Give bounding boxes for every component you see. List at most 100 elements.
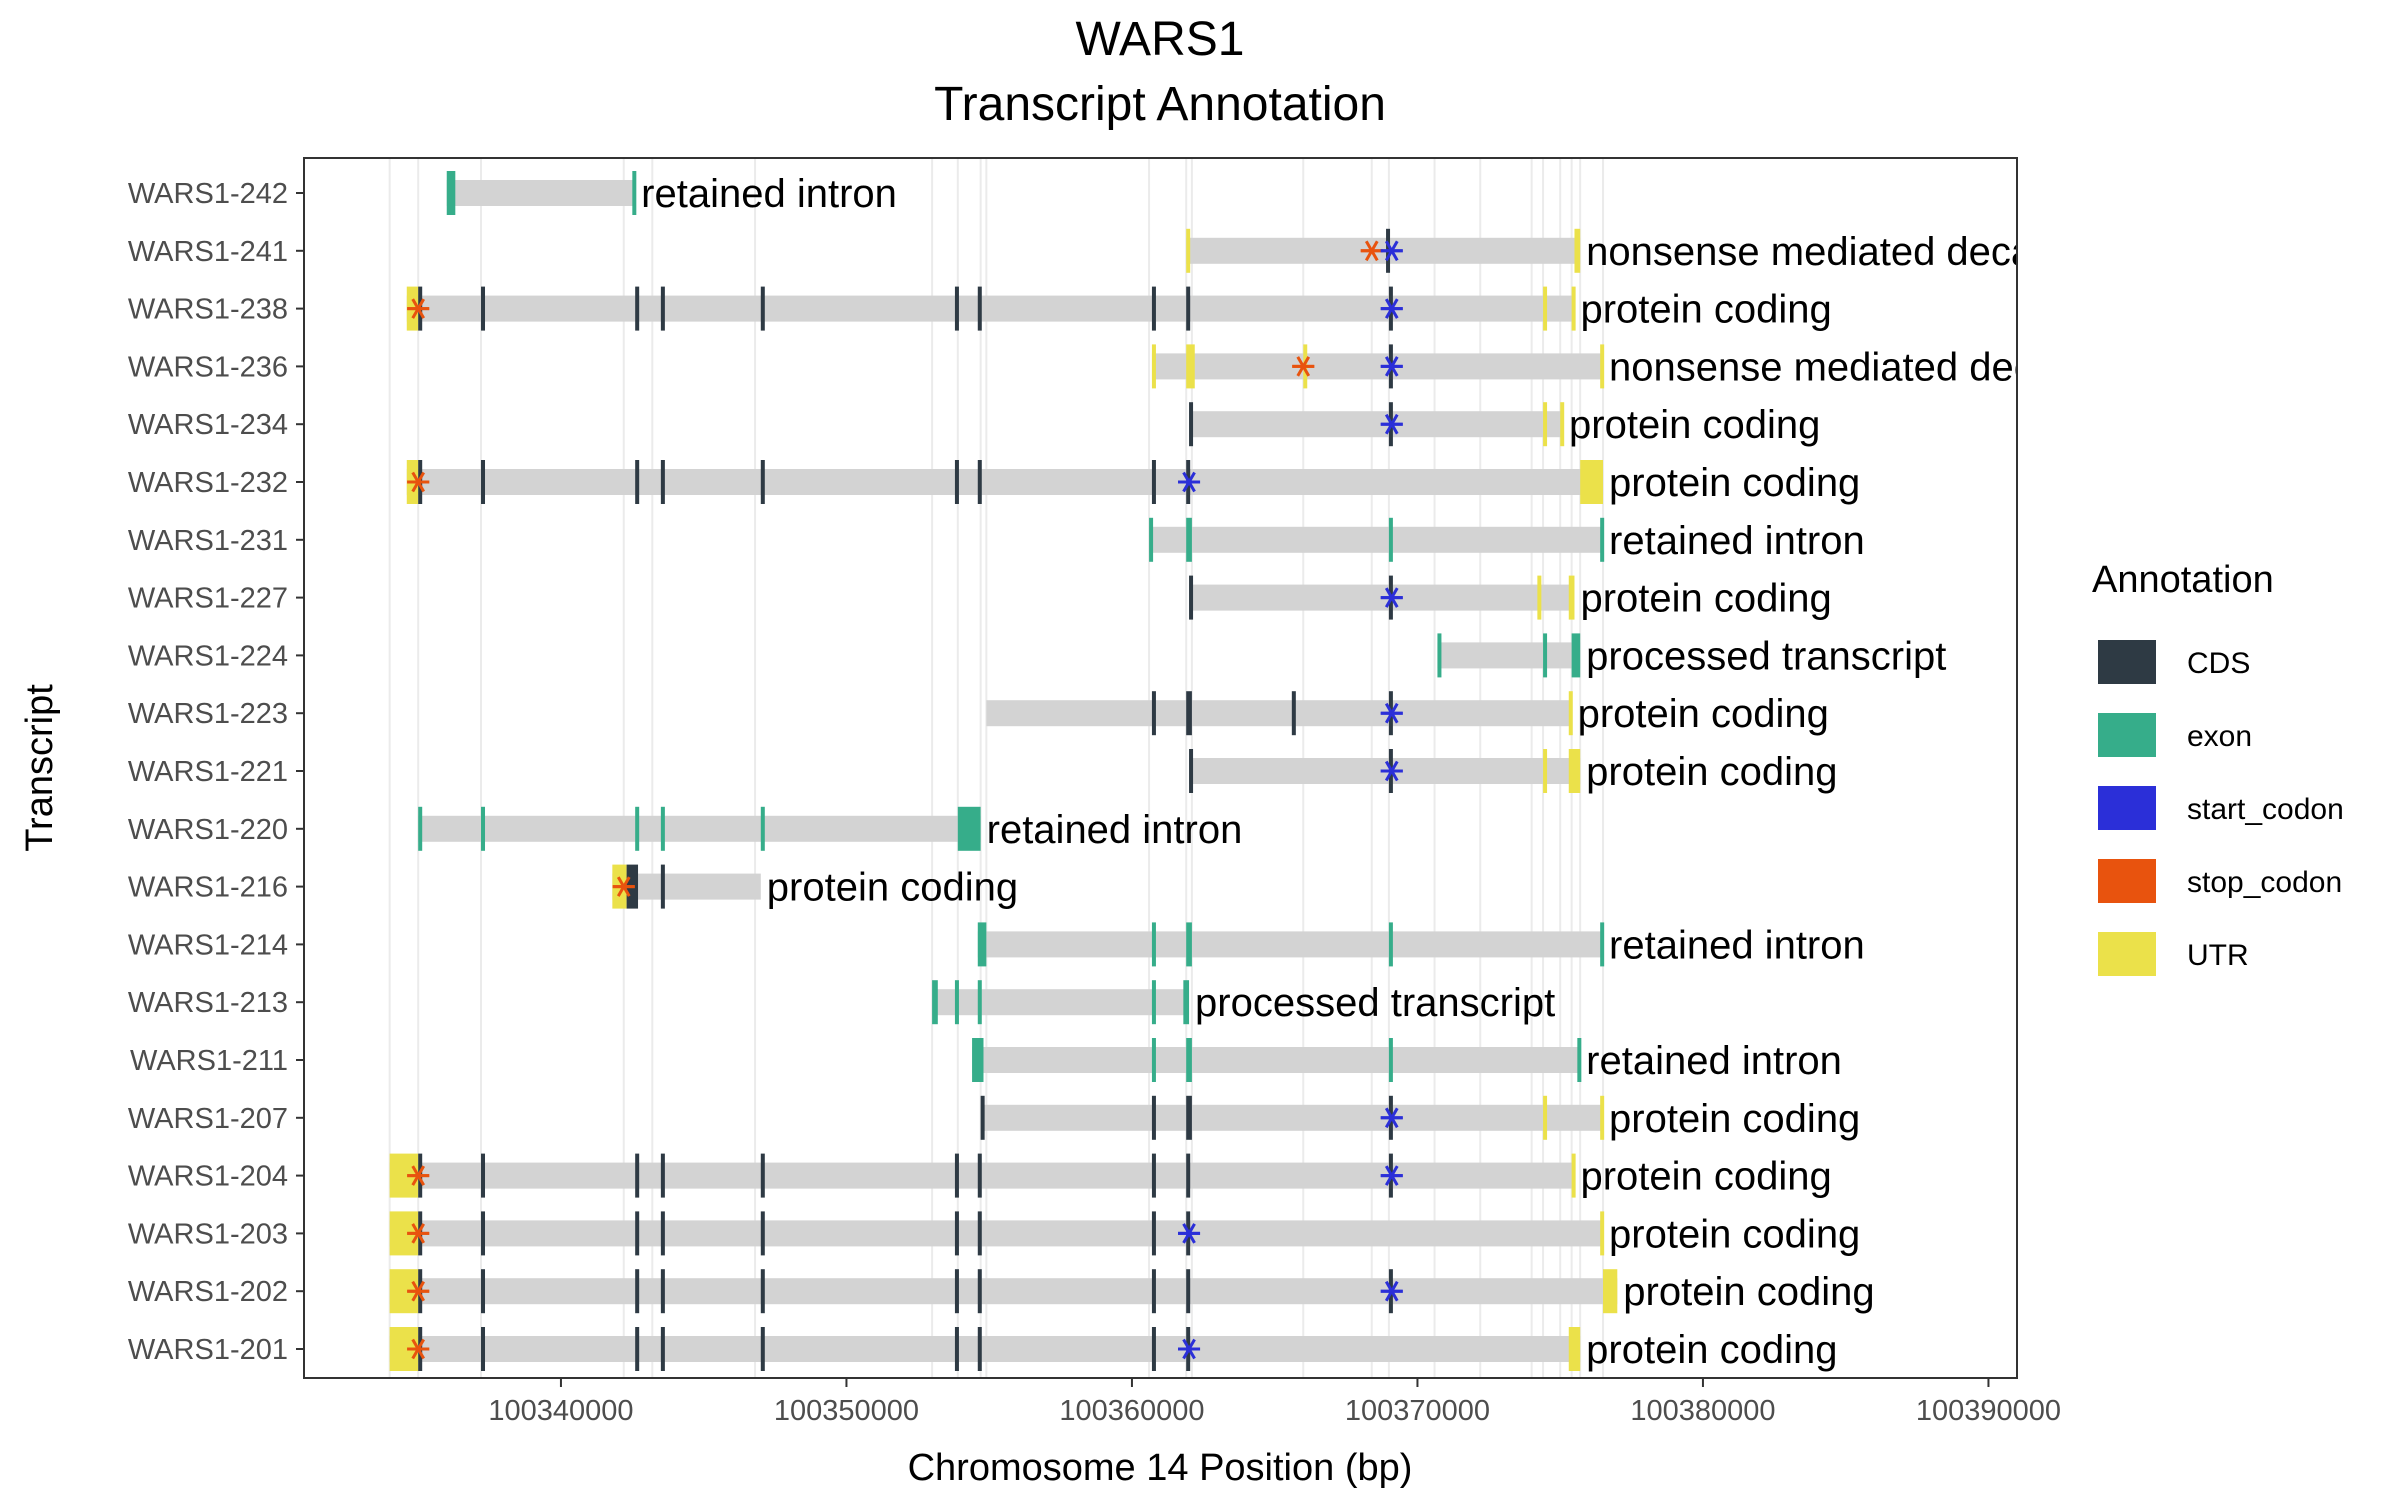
biotype-label: protein coding xyxy=(1578,692,1829,736)
cds-block xyxy=(954,1269,959,1314)
cds-block xyxy=(760,1153,765,1198)
biotype-label: processed transcript xyxy=(1195,981,1555,1025)
y-tick-label: WARS1-221 xyxy=(128,756,288,788)
biotype-label: protein coding xyxy=(1609,461,1860,505)
y-tick-label: WARS1-234 xyxy=(128,409,288,441)
exon-block xyxy=(1186,517,1192,562)
exon-block xyxy=(1388,517,1393,562)
transcript-row-wars1-203 xyxy=(389,1211,1605,1256)
biotype-label: protein coding xyxy=(1580,288,1831,332)
x-tick-label: 100350000 xyxy=(774,1395,919,1427)
intron-bar xyxy=(389,1162,1575,1189)
biotype-label: processed transcript xyxy=(1586,634,1946,678)
exon-block xyxy=(418,806,423,851)
utr-block xyxy=(1568,749,1581,793)
cds-block xyxy=(954,1153,959,1198)
exon-block xyxy=(1151,980,1156,1025)
exon-block xyxy=(972,1038,984,1082)
intron-bar xyxy=(932,989,1190,1016)
utr-block xyxy=(1543,286,1548,331)
cds-block xyxy=(954,1327,959,1371)
stop-codon-marker xyxy=(1292,356,1315,377)
stop-codon-marker xyxy=(407,1223,430,1244)
biotype-label: protein coding xyxy=(767,866,1018,910)
exon-block xyxy=(1183,980,1190,1025)
cds-block xyxy=(1186,1269,1191,1314)
x-tick-label: 100340000 xyxy=(488,1395,633,1427)
transcript-row-wars1-234 xyxy=(1189,402,1565,447)
intron-bar xyxy=(418,815,981,842)
biotype-label: retained intron xyxy=(1586,1039,1842,1083)
intron-bar xyxy=(446,180,636,206)
cds-block xyxy=(977,460,982,504)
stop-codon-marker xyxy=(407,1280,430,1302)
y-tick-label: WARS1-242 xyxy=(128,178,288,210)
transcript-row-wars1-241 xyxy=(1186,228,1581,273)
exon-block xyxy=(1151,1038,1156,1082)
exon-block xyxy=(977,922,987,967)
exon-block xyxy=(760,806,765,851)
transcript-row-wars1-238 xyxy=(406,286,1576,331)
cds-block xyxy=(635,460,640,504)
cds-block xyxy=(1151,1327,1156,1371)
cds-block xyxy=(635,1269,640,1314)
transcript-tracks xyxy=(389,171,1618,1371)
exon-block xyxy=(1543,633,1548,678)
exon-block xyxy=(1437,633,1442,678)
start-codon-marker xyxy=(1380,587,1403,608)
transcript-row-wars1-213 xyxy=(932,980,1190,1025)
start-codon-marker xyxy=(1380,1165,1403,1186)
exon-block xyxy=(660,806,665,851)
cds-block xyxy=(760,1327,765,1371)
start-codon-marker xyxy=(1178,1338,1201,1360)
biotype-label: protein coding xyxy=(1580,577,1831,621)
utr-block xyxy=(1543,749,1548,793)
y-tick-label: WARS1-211 xyxy=(130,1045,288,1077)
intron-bar xyxy=(389,1278,1618,1305)
intron-bar xyxy=(1437,642,1581,669)
cds-block xyxy=(1151,1095,1156,1140)
start-codon-marker xyxy=(1380,240,1403,262)
legend-label: start_codon xyxy=(2187,793,2344,826)
exon-block xyxy=(635,806,640,851)
y-tick-label: WARS1-231 xyxy=(128,525,288,557)
cds-block xyxy=(660,460,665,504)
cds-block xyxy=(760,1269,765,1314)
utr-block xyxy=(1600,1095,1605,1140)
cds-block xyxy=(660,1269,665,1314)
biotype-label: retained intron xyxy=(987,808,1243,852)
cds-block xyxy=(977,1153,982,1198)
exon-block xyxy=(1151,922,1156,967)
intron-bar xyxy=(977,931,1604,958)
legend-item-start-codon: start_codon xyxy=(2098,786,2344,830)
legend-item-exon: exon xyxy=(2098,713,2252,757)
x-tick-label: 100370000 xyxy=(1345,1395,1490,1427)
start-codon-marker xyxy=(1178,471,1201,493)
cds-block xyxy=(954,460,959,504)
transcript-row-wars1-221 xyxy=(1189,749,1581,793)
exon-block xyxy=(1600,517,1605,562)
cds-block xyxy=(760,286,765,331)
y-tick-label: WARS1-224 xyxy=(128,640,288,672)
legend-swatch xyxy=(2098,786,2156,830)
cds-block xyxy=(977,286,982,331)
cds-block xyxy=(1186,691,1192,736)
y-tick-label: WARS1-201 xyxy=(128,1334,288,1366)
transcript-row-wars1-204 xyxy=(389,1153,1576,1198)
exon-block xyxy=(932,980,938,1025)
transcript-row-wars1-236 xyxy=(1151,344,1605,389)
biotype-label: protein coding xyxy=(1586,750,1837,794)
transcript-row-wars1-201 xyxy=(389,1327,1581,1371)
utr-block xyxy=(1568,1327,1581,1371)
intron-bar xyxy=(1151,353,1604,380)
transcript-row-wars1-220 xyxy=(418,806,981,851)
x-tick-label: 100360000 xyxy=(1059,1395,1204,1427)
y-tick-label: WARS1-213 xyxy=(128,987,288,1019)
exon-block xyxy=(446,171,456,215)
utr-block xyxy=(1603,1269,1618,1314)
cds-block xyxy=(954,1211,959,1256)
transcript-row-wars1-224 xyxy=(1437,633,1581,678)
cds-block xyxy=(660,1327,665,1371)
cds-block xyxy=(660,1153,665,1198)
